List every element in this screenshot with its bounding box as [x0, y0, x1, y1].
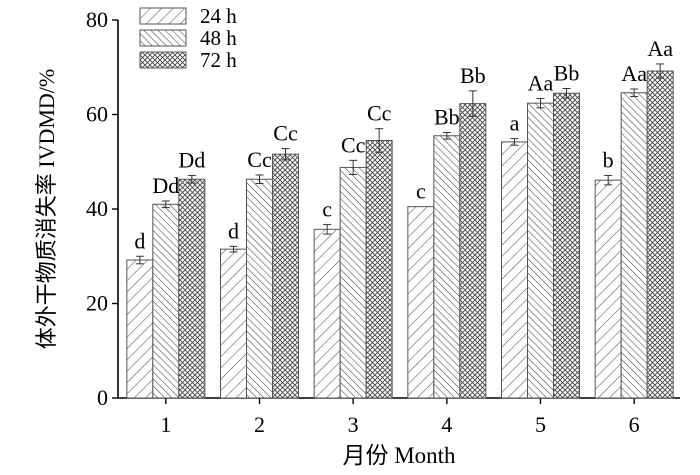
data-label: Dd — [178, 147, 205, 172]
y-axis-label: 体外干物质消失率 IVDMD/% — [34, 69, 59, 350]
error-bars — [135, 63, 665, 265]
bar — [152, 203, 180, 399]
data-label: Cc — [341, 132, 366, 157]
bar — [433, 135, 461, 399]
bar — [407, 206, 435, 399]
bar — [365, 139, 393, 399]
legend-swatch — [139, 7, 187, 25]
bar — [646, 70, 674, 399]
data-label: Aa — [621, 61, 647, 86]
data-label: c — [322, 197, 332, 222]
x-ticks: 1 2 3 4 5 6 — [160, 398, 640, 437]
data-label: Dd — [152, 173, 179, 198]
bar — [246, 178, 273, 399]
y-tick-label: 60 — [86, 102, 108, 127]
x-tick-label: 5 — [535, 412, 546, 437]
legend-label: 24 h — [200, 4, 237, 28]
legend-swatch — [139, 51, 187, 69]
y-tick-label: 40 — [86, 196, 108, 221]
data-label: Cc — [367, 101, 392, 126]
data-label: d — [134, 228, 145, 253]
bar — [178, 178, 206, 399]
bar — [313, 228, 341, 399]
x-tick-label: 3 — [348, 412, 359, 437]
x-tick-label: 2 — [254, 412, 265, 437]
y-tick-label: 80 — [86, 7, 108, 32]
data-label: Cc — [247, 147, 272, 172]
legend-label: 48 h — [200, 26, 237, 50]
data-label: b — [603, 147, 614, 172]
bar — [339, 166, 367, 399]
bars — [126, 70, 674, 399]
bar — [594, 179, 622, 399]
x-tick-label: 4 — [441, 412, 452, 437]
legend-label: 72 h — [200, 48, 237, 72]
data-label: Aa — [647, 36, 673, 61]
y-tick-label: 20 — [86, 291, 108, 316]
data-label: Cc — [273, 121, 298, 146]
legend-swatch — [139, 29, 187, 47]
bar — [501, 141, 528, 399]
data-label: Bb — [434, 104, 460, 129]
data-label: c — [416, 179, 426, 204]
x-tick-label: 6 — [629, 412, 640, 437]
bar — [126, 259, 154, 399]
data-label: a — [510, 111, 520, 136]
y-tick-label: 0 — [97, 385, 108, 410]
x-tick-label: 1 — [160, 412, 171, 437]
bar — [220, 248, 247, 399]
y-ticks: 0 20 40 60 80 — [86, 7, 118, 410]
data-label: Aa — [528, 70, 554, 95]
data-label: Bb — [460, 63, 486, 88]
legend: 24 h48 h72 h — [139, 4, 237, 72]
bar — [553, 92, 580, 399]
bar — [272, 153, 299, 399]
x-axis-label: 月份 Month — [342, 443, 456, 468]
data-label: d — [228, 218, 239, 243]
bar — [620, 92, 648, 399]
bar — [459, 103, 487, 399]
data-label: Bb — [554, 61, 580, 86]
bar — [527, 102, 554, 399]
